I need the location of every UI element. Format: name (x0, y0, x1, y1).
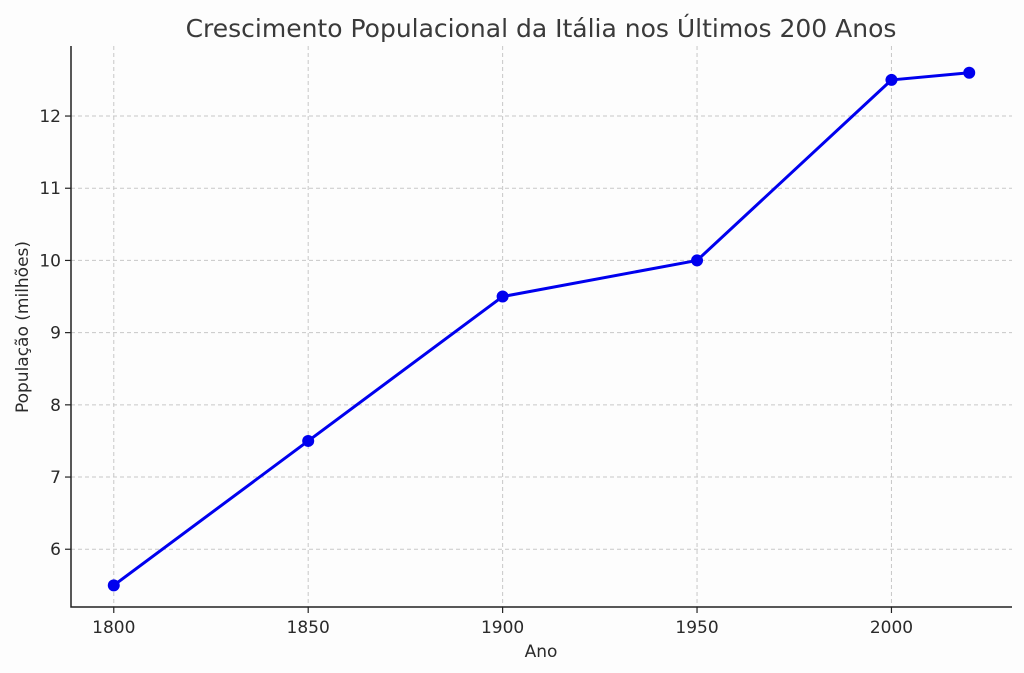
data-point (963, 66, 976, 79)
x-tick-label: 1850 (287, 618, 330, 638)
y-axis-label: População (milhões) (13, 241, 33, 413)
y-tick-label: 11 (39, 179, 61, 199)
series-layer (107, 66, 976, 592)
y-tick-label: 6 (50, 540, 61, 560)
tick-layer: 1800 1850 1900 1950 2000 6 7 8 9 10 11 12 (39, 107, 913, 638)
data-point (302, 434, 315, 447)
axes-spine (70, 46, 1012, 608)
grid-layer (71, 46, 1012, 607)
chart-title: Crescimento Populacional da Itália nos Ú… (186, 13, 897, 43)
y-tick-label: 12 (39, 107, 61, 127)
data-point (496, 290, 509, 303)
data-point (107, 579, 120, 592)
x-tick-label: 2000 (870, 618, 913, 638)
y-tick-label: 9 (50, 324, 61, 344)
y-tick-label: 8 (50, 396, 61, 416)
x-tick-label: 1900 (481, 618, 524, 638)
data-point (885, 73, 898, 86)
axes-layer (70, 46, 1012, 608)
series-line (112, 71, 970, 587)
x-tick-label: 1950 (675, 618, 718, 638)
y-tick-label: 7 (50, 468, 61, 488)
y-tick-label: 10 (39, 251, 61, 271)
x-tick-label: 1800 (92, 618, 135, 638)
x-axis-label: Ano (525, 642, 558, 662)
data-point (691, 254, 704, 267)
